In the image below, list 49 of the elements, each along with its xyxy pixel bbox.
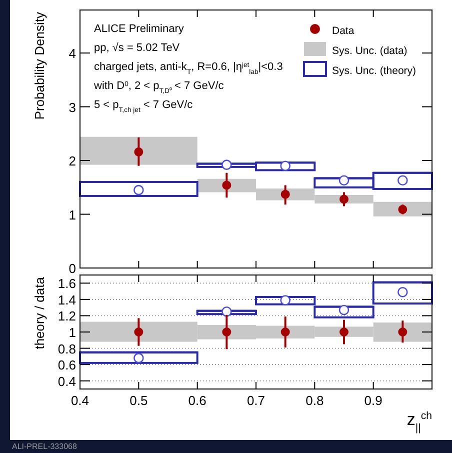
x-tick-label: 0.8: [306, 393, 324, 408]
point: [338, 304, 350, 316]
y-tick-label: 1.4: [58, 292, 76, 308]
point: [222, 180, 232, 190]
legend-label: Sys. Unc. (theory): [332, 65, 416, 77]
y-tick-label: 1: [68, 325, 76, 340]
x-tick-label: 0.7: [246, 393, 266, 408]
point: [134, 328, 144, 336]
point: [340, 328, 348, 336]
y-tick-label: 0.8: [58, 341, 76, 356]
point: [280, 160, 290, 172]
legend-label: Sys. Unc. (data): [332, 45, 408, 57]
y-tick-label: 1: [68, 207, 76, 222]
text: ALI-PREL-333068: [12, 442, 78, 451]
point: [340, 194, 348, 204]
y-tick-label: 1.6: [58, 276, 76, 292]
y-tick-label: 0.6: [58, 358, 76, 373]
x-tick-label: 0.9: [364, 393, 382, 408]
point: [280, 295, 290, 306]
point: [398, 204, 408, 214]
point: [398, 175, 408, 186]
point: [134, 147, 144, 156]
x-tick-label: 0.5: [130, 393, 148, 408]
annotation: charged jets, anti-k$_{T}$, R=0.6, |η$^{jet}$$_{lab}$|<0.3: [94, 61, 283, 76]
annotation: pp, √s = 5.02 TeV: [94, 42, 180, 54]
y-tick-label: 2: [68, 154, 76, 168]
point: [338, 175, 350, 186]
y-axis-title: Probability Density: [32, 12, 47, 120]
point: [222, 160, 232, 170]
point: [134, 352, 144, 364]
y-tick-label: 0: [68, 261, 76, 276]
bar: [196, 310, 257, 316]
annotation: with D$^{0}$, 2 < p$_{T,D⁰}$ < 7 GeV/c: [93, 80, 224, 94]
point: [398, 328, 408, 336]
y-tick-label: 1.2: [58, 308, 76, 324]
point: [280, 328, 290, 336]
y-tick-label: 4: [68, 46, 76, 61]
legend-label: Data: [332, 25, 354, 37]
annotation: 5 < p$_{T,ch jet}$ < 7 GeV/c: [94, 99, 194, 114]
y-tick-label: 0.4: [58, 374, 76, 389]
y-tick-label: 3: [68, 100, 76, 115]
point: [398, 286, 408, 298]
point: [222, 306, 232, 317]
point: [134, 184, 144, 196]
annotation: ALICE Preliminary: [94, 23, 184, 35]
point: [222, 328, 232, 336]
x-tick-label: 0.6: [188, 393, 206, 408]
point: [280, 190, 290, 199]
y-axis-title: theory / data: [32, 276, 47, 350]
